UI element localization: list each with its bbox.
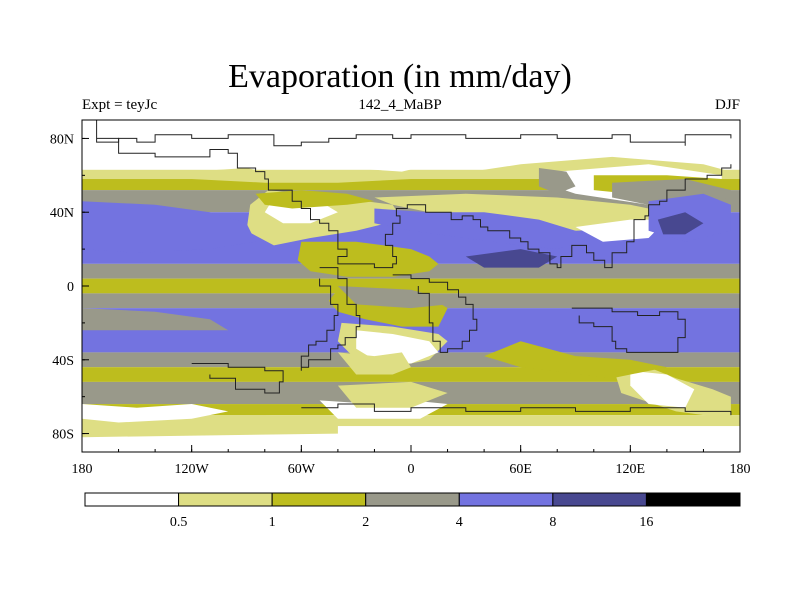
coastline-6 (191, 363, 284, 394)
colorbar-label: 4 (456, 515, 463, 530)
coastline-1 (96, 137, 732, 269)
x-tick-label: 180 (72, 462, 93, 477)
contour-region-28 (82, 308, 229, 331)
colorbar-box-6 (645, 492, 741, 507)
x-tick-label: 120E (616, 462, 646, 477)
experiment-label: Expt = teyJc (82, 97, 158, 113)
axes: 180 120W 60W 0 60E 120E 180 80N 40N 0 40S 80S (50, 132, 751, 477)
contour-region-26 (657, 212, 704, 235)
season-label: DJF (714, 97, 740, 113)
contour-region-19 (575, 219, 667, 242)
zonal-band-2 (82, 179, 740, 191)
colorbar-label: 8 (549, 515, 556, 530)
coastline-2 (300, 267, 361, 371)
coastline-0 (96, 120, 732, 147)
x-tick-label: 60W (288, 462, 316, 477)
contour-region-8 (337, 286, 448, 309)
coastline-5 (301, 403, 732, 416)
y-tick-label: 80N (50, 132, 74, 147)
contour-region-17 (484, 341, 667, 379)
y-tick-label: 80S (52, 428, 74, 443)
x-tick-label: 180 (730, 462, 751, 477)
colorbar-box-2 (271, 492, 367, 507)
contour-region-5 (255, 190, 375, 209)
colorbar-label: 16 (639, 515, 653, 530)
contour-region-0 (100, 156, 731, 183)
y-tick-label: 0 (67, 280, 74, 295)
colorbar: 0.5 1 2 4 8 16 (84, 492, 741, 530)
contour-region-21 (538, 168, 576, 194)
colorbar-box-4 (458, 492, 554, 507)
coastline-4 (571, 307, 686, 353)
colorbar-label: 1 (269, 515, 276, 530)
coastlines (96, 120, 732, 416)
contour-region-18 (374, 193, 667, 231)
colorbar-label: 0.5 (170, 515, 188, 530)
x-tick-label: 60E (509, 462, 532, 477)
chart-title: Evaporation (in mm/day) (228, 58, 572, 95)
colorbar-label: 2 (362, 515, 369, 530)
contour-region-29 (82, 404, 229, 423)
colorbar-box-3 (365, 492, 460, 507)
contour-region-11 (337, 352, 411, 375)
contour-region-10 (356, 330, 439, 364)
colorbar-box-0 (84, 492, 180, 507)
contour-region-20 (374, 208, 594, 250)
y-tick-label: 40N (50, 206, 74, 221)
period-label: 142_4_MaBP (358, 97, 442, 113)
contour-region-25 (82, 201, 256, 253)
contour-region-27 (465, 249, 558, 268)
x-tick-label: 0 (408, 462, 415, 477)
contour-region-1 (283, 138, 466, 172)
coastline-3 (392, 274, 478, 353)
colorbar-box-5 (552, 492, 647, 507)
contour-region-15 (630, 370, 695, 408)
map-field (82, 120, 740, 452)
y-tick-label: 40S (52, 354, 74, 369)
contour-region-13 (337, 381, 448, 408)
x-tick-label: 120W (175, 462, 210, 477)
colorbar-box-1 (178, 492, 273, 507)
zonal-band-6 (82, 278, 740, 294)
zonal-band-13 (82, 415, 740, 427)
